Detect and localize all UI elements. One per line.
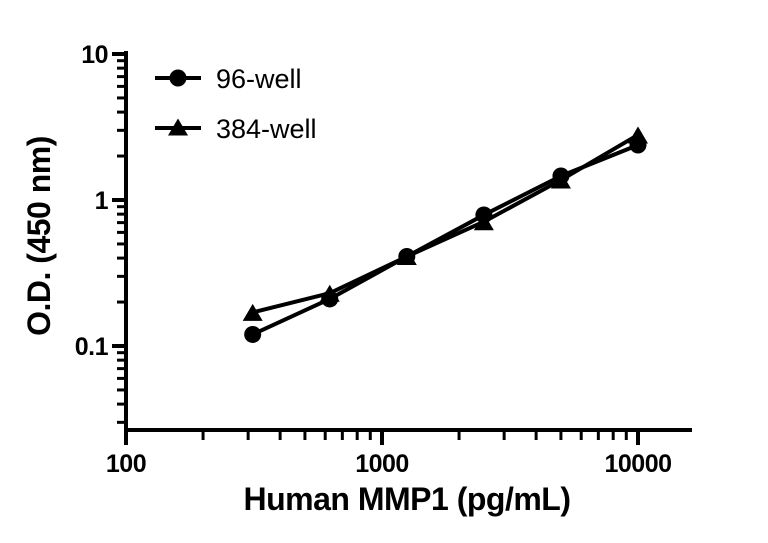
series-lines xyxy=(251,133,640,337)
series-line-384-well xyxy=(252,133,640,315)
data-point-384-well xyxy=(628,126,648,144)
axis-ticks xyxy=(112,52,640,445)
legend-item-384-well: 384-well xyxy=(155,114,317,144)
y-tick-label: 1 xyxy=(95,187,109,215)
legend-item-96-well: 96-well xyxy=(155,64,302,94)
data-point-384-well xyxy=(396,248,417,266)
tick-labels: 100 1000 10000 10 1 0.1 xyxy=(75,41,672,478)
legend-label: 96-well xyxy=(216,64,302,94)
data-point-384-well xyxy=(550,171,571,189)
x-tick-label: 100 xyxy=(106,450,146,478)
y-tick-label: 10 xyxy=(81,41,108,69)
data-point-384-well xyxy=(473,213,494,231)
data-point-96-well xyxy=(244,325,262,343)
axes xyxy=(124,51,692,432)
legend: 96-well 384-well xyxy=(155,64,317,144)
y-axis-title: O.D. (450 nm) xyxy=(21,136,57,336)
x-tick-label: 1000 xyxy=(355,450,409,478)
legend-triangle-marker xyxy=(168,118,188,136)
data-point-384-well xyxy=(242,303,263,321)
legend-circle-marker xyxy=(169,69,187,87)
y-tick-label: 0.1 xyxy=(75,333,109,361)
series-markers xyxy=(242,126,648,343)
x-axis-title: Human MMP1 (pg/mL) xyxy=(244,481,571,517)
data-point-384-well xyxy=(319,284,340,302)
x-tick-label: 10000 xyxy=(604,450,671,478)
legend-label: 384-well xyxy=(216,114,317,144)
